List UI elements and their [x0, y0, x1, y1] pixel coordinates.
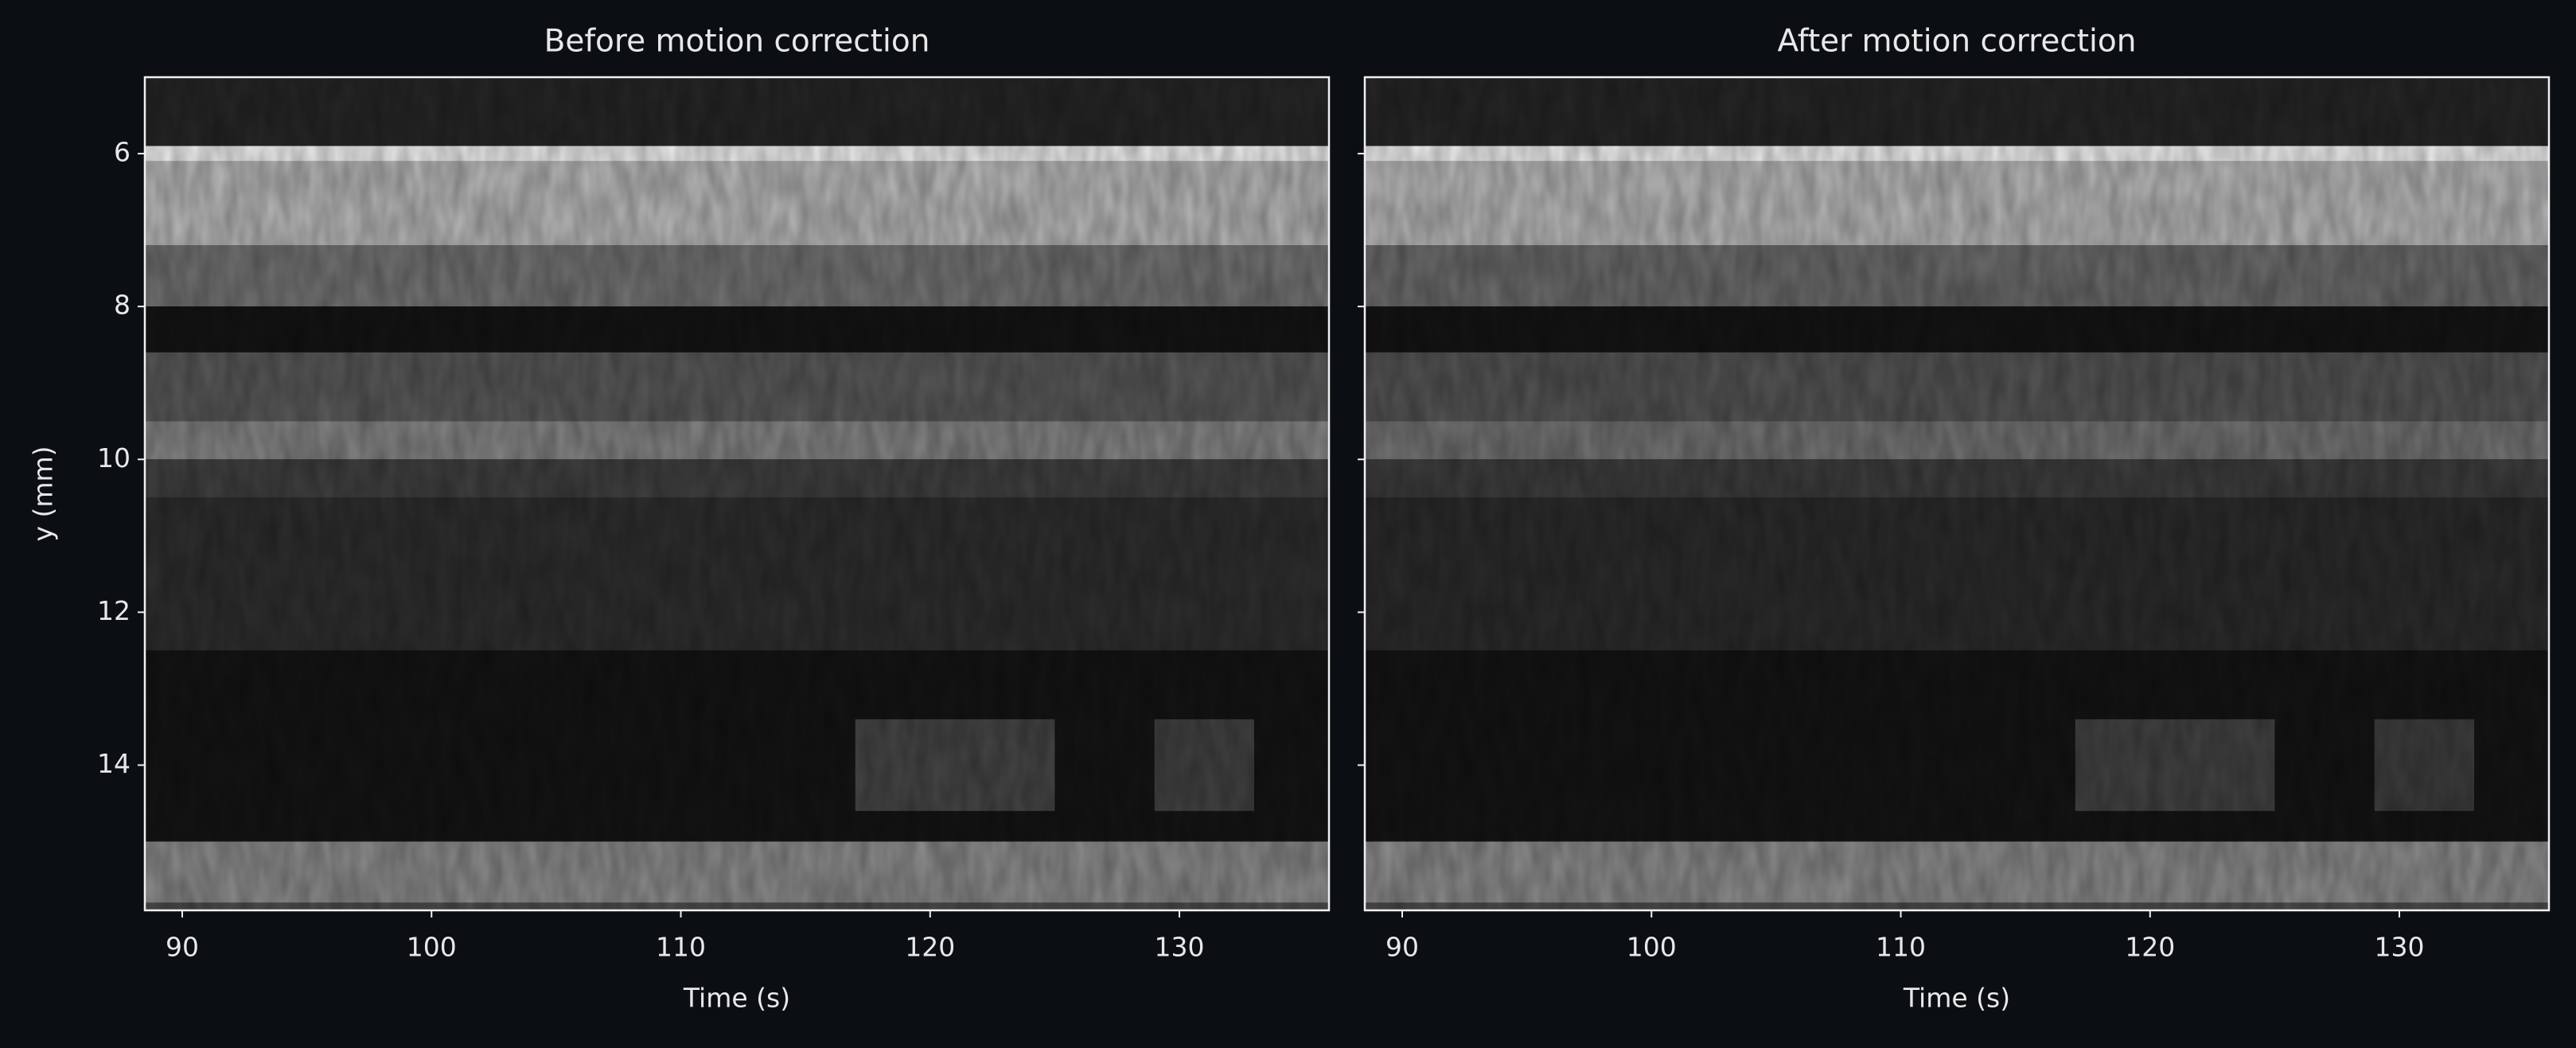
- x-tick-label: 90: [166, 932, 199, 963]
- x-tick-label: 100: [407, 932, 457, 963]
- noise-texture: [145, 77, 1329, 910]
- heatmap: [145, 77, 1329, 910]
- x-tick-label: 100: [1627, 932, 1677, 963]
- x-axis-label: Time (s): [1903, 983, 2010, 1014]
- axes-frame: [1363, 76, 2551, 912]
- y-tick-label: 8: [114, 290, 131, 321]
- x-tick-label: 130: [1155, 932, 1205, 963]
- y-tick-label: 10: [97, 442, 131, 473]
- x-tick-label: 90: [1385, 932, 1419, 963]
- chart-title: After motion correction: [1778, 24, 2137, 60]
- x-tick-label: 120: [2125, 932, 2175, 963]
- x-axis-label: Time (s): [683, 983, 790, 1014]
- x-tick-label: 110: [656, 932, 706, 963]
- x-tick-label: 110: [1876, 932, 1926, 963]
- noise-texture: [1365, 77, 2549, 910]
- y-tick-label: 14: [97, 748, 131, 779]
- heatmap: [1365, 77, 2549, 910]
- x-tick-label: 120: [905, 932, 955, 963]
- y-axis-label: y (mm): [28, 446, 59, 541]
- x-tick-label: 130: [2375, 932, 2425, 963]
- chart-title: Before motion correction: [544, 24, 930, 60]
- axes-frame: [143, 76, 1331, 912]
- y-tick-label: 6: [114, 137, 131, 168]
- y-tick-label: 12: [97, 595, 131, 626]
